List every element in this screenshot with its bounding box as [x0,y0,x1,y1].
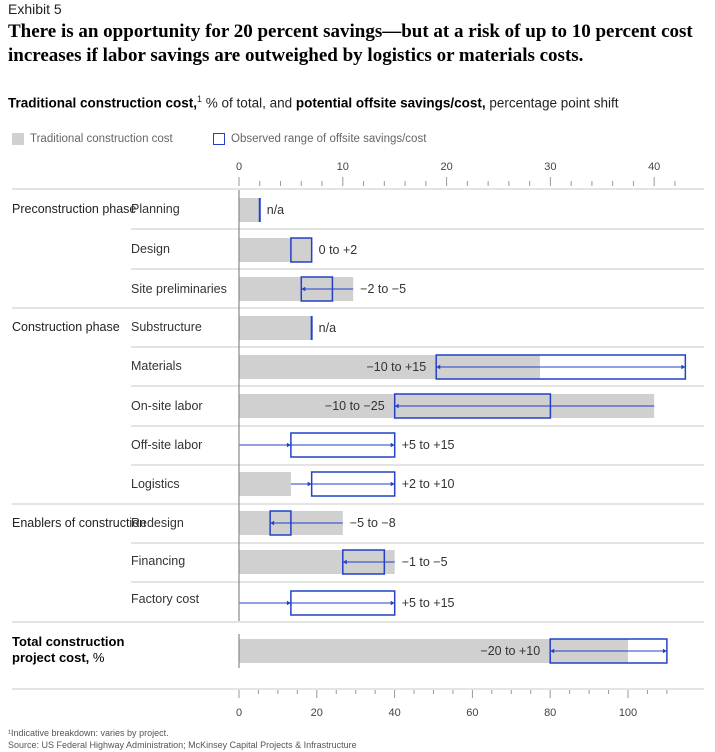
range-label-on-site-labor: −10 to −25 [325,399,385,413]
arrow-head-site-preliminaries [301,286,306,292]
arrow-head-end-logistics [390,481,395,487]
exhibit-label: Exhibit 5 [8,1,62,17]
subtitle-bold-2: potential offsite savings/cost, [295,95,486,111]
range-box-logistics [310,471,396,497]
legend-item-offsite: Observed range of offsite savings/cost [213,133,426,145]
row-label-factory-cost: Factory cost [131,592,200,606]
footnote-source: Source: US Federal Highway Administratio… [8,740,357,750]
tick-label-top-40: 40 [648,161,660,173]
tick-label-bottom-0: 0 [236,707,242,719]
row-label-redesign: Redesign [131,516,184,530]
bar-traditional-design [239,238,312,262]
range-box-total [549,638,668,664]
range-label-materials: −10 to +15 [366,360,426,374]
arrow-head-end-off-site-labor [390,442,395,448]
phase-label-preconstruction: Preconstruction phase [12,202,137,216]
range-label-planning: n/a [267,203,284,217]
arrow-head-start-off-site-labor [286,442,291,448]
arrow-head-start-logistics [307,481,312,487]
tick-label-bottom-80: 80 [544,707,556,719]
range-label-redesign: −5 to −8 [350,516,396,530]
range-label-financing: −1 to −5 [402,555,448,569]
range-box-materials [435,354,687,380]
subtitle-bold-1: Traditional construction cost, [8,95,198,111]
arrow-head-redesign [270,520,275,526]
range-label-site-preliminaries: −2 to −5 [360,282,406,296]
tick-label-bottom-100: 100 [619,707,637,719]
row-label-logistics: Logistics [131,477,180,491]
phase-label-construction: Construction phase [12,320,120,334]
tick-label-top-10: 10 [337,161,349,173]
arrow-head-financing [342,559,347,565]
row-label-substructure: Substructure [131,320,202,334]
row-label-planning: Planning [131,202,180,216]
arrow-head-end-factory-cost [390,600,395,606]
row-label-design: Design [131,242,170,256]
range-box-financing [342,549,386,575]
footnote-indicative: ¹Indicative breakdown: varies by project… [8,728,169,738]
subtitle-text-2: percentage point shift [485,95,619,111]
legend-swatch-traditional [12,133,24,145]
bar-traditional-planning [239,198,260,222]
row-label-site-preliminaries: Site preliminaries [131,282,227,296]
arrow-head-left-total [550,648,555,654]
tick-label-bottom-60: 60 [466,707,478,719]
range-label-off-site-labor: +5 to +15 [402,438,455,452]
range-box-off-site-labor [290,432,396,458]
tick-label-bottom-40: 40 [388,707,400,719]
bar-traditional-substructure [239,316,312,340]
row-label-financing: Financing [131,554,186,568]
arrow-head-start-factory-cost [286,600,291,606]
total-label-unit: % [89,650,105,665]
row-label-off-site-labor: Off-site labor [131,438,203,452]
range-label-logistics: +2 to +10 [402,477,455,491]
range-box-design [290,237,313,263]
range-box-factory-cost [290,590,396,616]
tick-label-top-30: 30 [544,161,556,173]
range-label-total: −20 to +10 [480,644,540,658]
range-label-factory-cost: +5 to +15 [402,596,455,610]
row-label-materials: Materials [131,359,182,373]
range-box-site-preliminaries [300,276,334,302]
arrow-head-left-materials [436,364,441,370]
legend-swatch-offsite [213,133,225,145]
arrow-head-right-materials [681,364,686,370]
row-label-on-site-labor: On-site labor [131,399,203,413]
subtitle-footnote-marker: 1 [197,94,203,104]
legend-item-traditional: Traditional construction cost [12,133,173,145]
range-label-substructure: n/a [319,321,336,335]
chart-subtitle: Traditional construction cost,1 % of tot… [8,94,619,111]
range-box-on-site-labor [393,393,552,419]
phase-label-enablers: Enablers of construction [12,516,147,530]
phase-label-total: Total construction project cost, % [12,634,142,666]
legend-label-offsite: Observed range of offsite savings/cost [231,133,427,145]
subtitle-text-1: % of total, and [202,95,296,111]
tick-label-bottom-20: 20 [311,707,323,719]
range-box-redesign [269,510,292,536]
chart-headline: There is an opportunity for 20 percent s… [8,21,693,66]
tick-label-top-0: 0 [236,161,242,173]
total-label-bold: Total construction project cost, [12,634,125,665]
tick-label-top-20: 20 [440,161,452,173]
bar-traditional-logistics [239,472,291,496]
range-label-design: 0 to +2 [319,243,358,257]
legend-label-traditional: Traditional construction cost [30,133,173,145]
arrow-head-on-site-labor [394,403,399,409]
arrow-head-right-total [662,648,667,654]
